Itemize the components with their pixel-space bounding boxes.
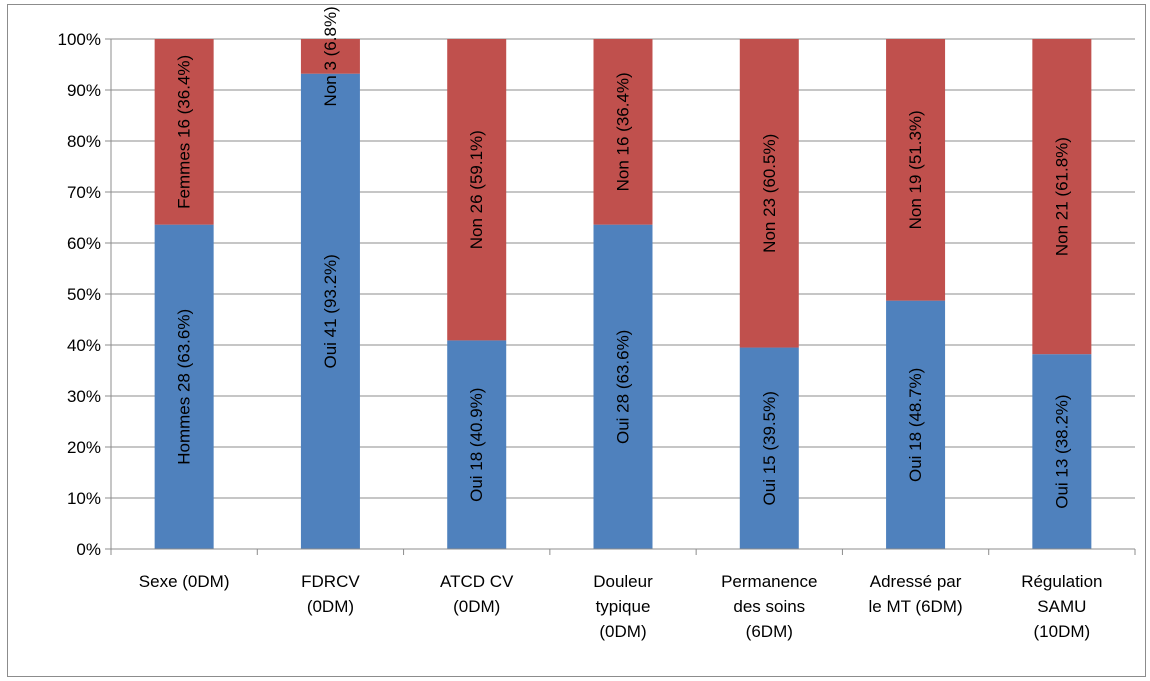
y-tick-label: 40% bbox=[67, 336, 101, 355]
bars bbox=[154, 39, 1092, 550]
bar-upper bbox=[593, 39, 653, 225]
category-label-line: Permanence bbox=[721, 572, 817, 591]
data-label: Non 23 (60.5%) bbox=[760, 134, 779, 253]
data-label: Non 26 (59.1%) bbox=[467, 130, 486, 249]
category-label-line: ATCD CV bbox=[440, 572, 514, 591]
bar-lower bbox=[886, 300, 946, 549]
bar-lower bbox=[300, 73, 360, 550]
bar-lower bbox=[1032, 354, 1092, 549]
bar-lower bbox=[593, 224, 653, 549]
labels: Hommes 28 (63.6%) Femmes 16 (36.4%) Oui 41… bbox=[175, 6, 1072, 509]
data-label: Non 3 (6.8%) bbox=[321, 6, 340, 106]
y-tick-label: 10% bbox=[67, 489, 101, 508]
category-label: Adressé par le MT (6DM) bbox=[869, 572, 963, 616]
y-tick-label: 70% bbox=[67, 183, 101, 202]
y-tick-label: 100% bbox=[58, 30, 101, 49]
data-label: Non 19 (51.3%) bbox=[906, 110, 925, 229]
bar-upper bbox=[154, 39, 214, 225]
category-label-line: SAMU bbox=[1037, 597, 1086, 616]
category-label-line: Douleur bbox=[593, 572, 653, 591]
bar-upper bbox=[447, 39, 507, 341]
data-label: Femmes 16 (36.4%) bbox=[175, 55, 194, 209]
category-label: Régulation SAMU (10DM) bbox=[1021, 572, 1102, 641]
data-label: Oui 18 (48.7%) bbox=[906, 368, 925, 482]
data-label: Oui 15 (39.5%) bbox=[760, 391, 779, 505]
data-label: Oui 13 (38.2%) bbox=[1052, 394, 1071, 508]
bar-upper bbox=[1032, 39, 1092, 355]
category-label-line: Sexe (0DM) bbox=[139, 572, 230, 591]
category-label: FDRCV (0DM) bbox=[301, 572, 360, 616]
category-label-line: le MT (6DM) bbox=[869, 597, 963, 616]
data-label: Oui 28 (63.6%) bbox=[614, 330, 633, 444]
category-label-line: (0DM) bbox=[599, 622, 646, 641]
category-label-line: Adressé par bbox=[870, 572, 962, 591]
category-label: Douleur typique (0DM) bbox=[593, 572, 653, 641]
bar-upper bbox=[886, 39, 946, 301]
y-tick-label: 20% bbox=[67, 438, 101, 457]
y-tick-label: 90% bbox=[67, 81, 101, 100]
category-label-line: (10DM) bbox=[1034, 622, 1091, 641]
bar-lower bbox=[447, 340, 507, 549]
category-label-line: (6DM) bbox=[746, 622, 793, 641]
category-label: Sexe (0DM) bbox=[139, 572, 230, 591]
chart-frame: 0% 10% 20% 30% 40% 50% 60% 70% 80% 90% 100% Sexe (0… bbox=[7, 4, 1146, 677]
axes: 0% 10% 20% 30% 40% 50% 60% 70% 80% 90% 100% Sexe (0… bbox=[58, 30, 1136, 641]
y-tick-label: 50% bbox=[67, 285, 101, 304]
category-label-line: Régulation bbox=[1021, 572, 1102, 591]
category-label-line: (0DM) bbox=[453, 597, 500, 616]
y-tick-label: 0% bbox=[76, 540, 101, 559]
category-label-line: FDRCV bbox=[301, 572, 360, 591]
data-label: Non 21 (61.8%) bbox=[1052, 137, 1071, 256]
y-tick-label: 80% bbox=[67, 132, 101, 151]
bar-upper bbox=[739, 39, 799, 348]
category-label: Permanence des soins (6DM) bbox=[721, 572, 817, 641]
category-label-line: (0DM) bbox=[307, 597, 354, 616]
stacked-bar-chart: 0% 10% 20% 30% 40% 50% 60% 70% 80% 90% 100% Sexe (0… bbox=[58, 6, 1136, 641]
data-label: Non 16 (36.4%) bbox=[614, 72, 633, 191]
category-label-line: des soins bbox=[733, 597, 805, 616]
data-label: Hommes 28 (63.6%) bbox=[175, 309, 194, 465]
category-label-line: typique bbox=[596, 597, 651, 616]
bar-lower bbox=[739, 347, 799, 549]
bar-lower bbox=[154, 224, 214, 549]
bar-upper bbox=[300, 39, 360, 74]
category-label: ATCD CV (0DM) bbox=[440, 572, 514, 616]
data-label: Oui 18 (40.9%) bbox=[467, 388, 486, 502]
y-tick-label: 60% bbox=[67, 234, 101, 253]
y-tick-label: 30% bbox=[67, 387, 101, 406]
data-label: Oui 41 (93.2%) bbox=[321, 254, 340, 368]
